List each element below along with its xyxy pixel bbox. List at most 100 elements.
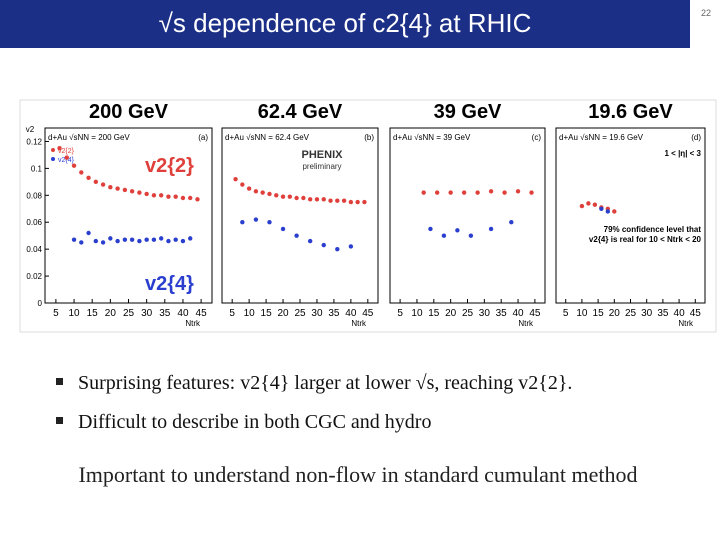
x-tick-label: 25 bbox=[294, 308, 306, 319]
bullet-icon bbox=[56, 417, 63, 424]
data-point bbox=[137, 238, 142, 244]
data-point bbox=[280, 226, 286, 232]
data-point bbox=[348, 244, 354, 249]
annotation: d+Au √sNN = 39 GeV bbox=[393, 133, 471, 142]
annotation: 1 < |η| < 3 bbox=[665, 149, 702, 158]
data-point bbox=[461, 190, 467, 195]
bullet-text: Difficult to describe in both CGC and hy… bbox=[78, 411, 431, 433]
data-point bbox=[468, 233, 474, 238]
data-point bbox=[93, 238, 99, 244]
page-number: 22 bbox=[701, 8, 711, 18]
data-point bbox=[592, 202, 598, 207]
y-axis-label: v2 bbox=[26, 125, 35, 134]
data-point bbox=[328, 198, 333, 203]
annotation: PHENIX bbox=[302, 149, 344, 161]
x-tick-label: 5 bbox=[397, 308, 403, 319]
y-tick-label: 0 bbox=[38, 299, 43, 308]
data-point bbox=[151, 237, 157, 242]
slide-title: √s dependence of c2{4} at RHIC bbox=[159, 8, 532, 38]
x-tick-label: 15 bbox=[87, 308, 99, 319]
data-point bbox=[173, 194, 178, 199]
x-tick-label: 40 bbox=[512, 308, 524, 319]
x-tick-label: 35 bbox=[328, 308, 340, 319]
data-point bbox=[260, 190, 265, 195]
x-tick-label: 5 bbox=[53, 308, 59, 319]
y-tick-label: 0.02 bbox=[26, 272, 42, 281]
y-tick-label: 0.04 bbox=[26, 245, 42, 254]
data-point bbox=[307, 197, 313, 202]
data-point bbox=[115, 186, 120, 191]
annotation: preliminary bbox=[302, 162, 341, 171]
data-point bbox=[599, 206, 604, 211]
x-tick-label: 35 bbox=[657, 308, 669, 319]
x-tick-label: 20 bbox=[277, 308, 289, 319]
annotation: 79% confidence level that bbox=[604, 225, 702, 234]
data-point bbox=[605, 209, 611, 214]
y-tick-label: 0.08 bbox=[26, 191, 42, 200]
legend-label: v2{2} bbox=[58, 148, 75, 155]
data-point bbox=[166, 238, 171, 244]
data-point bbox=[100, 182, 106, 187]
x-tick-label: 25 bbox=[462, 308, 474, 319]
data-point bbox=[475, 190, 480, 195]
data-point bbox=[122, 237, 128, 242]
x-tick-label: 25 bbox=[625, 308, 637, 319]
x-tick-label: 35 bbox=[159, 308, 171, 319]
data-point bbox=[355, 199, 360, 205]
data-point bbox=[122, 187, 128, 193]
x-tick-label: 45 bbox=[196, 308, 208, 319]
data-point bbox=[188, 236, 193, 241]
x-tick-label: 35 bbox=[496, 308, 508, 319]
data-point bbox=[267, 191, 272, 197]
x-tick-label: 5 bbox=[563, 308, 569, 319]
data-point bbox=[488, 189, 494, 194]
data-point bbox=[488, 226, 494, 232]
data-point bbox=[515, 189, 521, 194]
data-point bbox=[579, 203, 585, 209]
data-point bbox=[421, 190, 426, 195]
y-tick-label: 0.1 bbox=[31, 164, 43, 173]
data-point bbox=[240, 220, 245, 225]
panel-title: 200 GeV bbox=[89, 101, 169, 123]
data-point bbox=[188, 195, 193, 201]
bullet-text: Surprising features: v2{4} larger at low… bbox=[78, 372, 572, 394]
x-tick-label: 40 bbox=[345, 308, 357, 319]
data-point bbox=[253, 217, 259, 222]
data-point bbox=[79, 170, 84, 175]
data-point bbox=[158, 236, 164, 241]
x-tick-label: 10 bbox=[576, 308, 588, 319]
data-point bbox=[274, 193, 279, 198]
data-point bbox=[502, 190, 507, 195]
data-point bbox=[441, 233, 447, 238]
data-point bbox=[341, 198, 347, 203]
x-axis-label: Ntrk bbox=[518, 319, 534, 328]
data-point bbox=[144, 191, 149, 197]
annotation: (b) bbox=[364, 133, 374, 142]
data-point bbox=[287, 194, 293, 199]
data-point bbox=[195, 197, 200, 202]
data-point bbox=[86, 175, 91, 181]
data-point bbox=[129, 189, 135, 194]
data-point bbox=[253, 189, 259, 194]
x-tick-label: 40 bbox=[674, 308, 686, 319]
x-tick-label: 30 bbox=[479, 308, 491, 319]
data-point bbox=[180, 195, 186, 201]
annotation: d+Au √sNN = 200 GeV bbox=[48, 133, 130, 142]
x-tick-label: 30 bbox=[141, 308, 153, 319]
bullet-icon bbox=[56, 378, 63, 385]
data-point bbox=[151, 193, 157, 198]
data-point bbox=[294, 233, 299, 238]
x-tick-label: 20 bbox=[445, 308, 457, 319]
x-tick-label: 30 bbox=[311, 308, 323, 319]
panel-title: 39 GeV bbox=[434, 101, 502, 123]
annotation: d+Au √sNN = 62.4 GeV bbox=[225, 133, 310, 142]
data-point bbox=[129, 237, 135, 242]
big-label: v2{2} bbox=[145, 155, 194, 177]
big-label: v2{4} bbox=[145, 273, 194, 295]
data-point bbox=[158, 193, 164, 198]
data-point bbox=[173, 237, 178, 242]
data-point bbox=[108, 236, 113, 241]
y-tick-label: 0.12 bbox=[26, 137, 42, 146]
legend-marker bbox=[51, 148, 55, 152]
